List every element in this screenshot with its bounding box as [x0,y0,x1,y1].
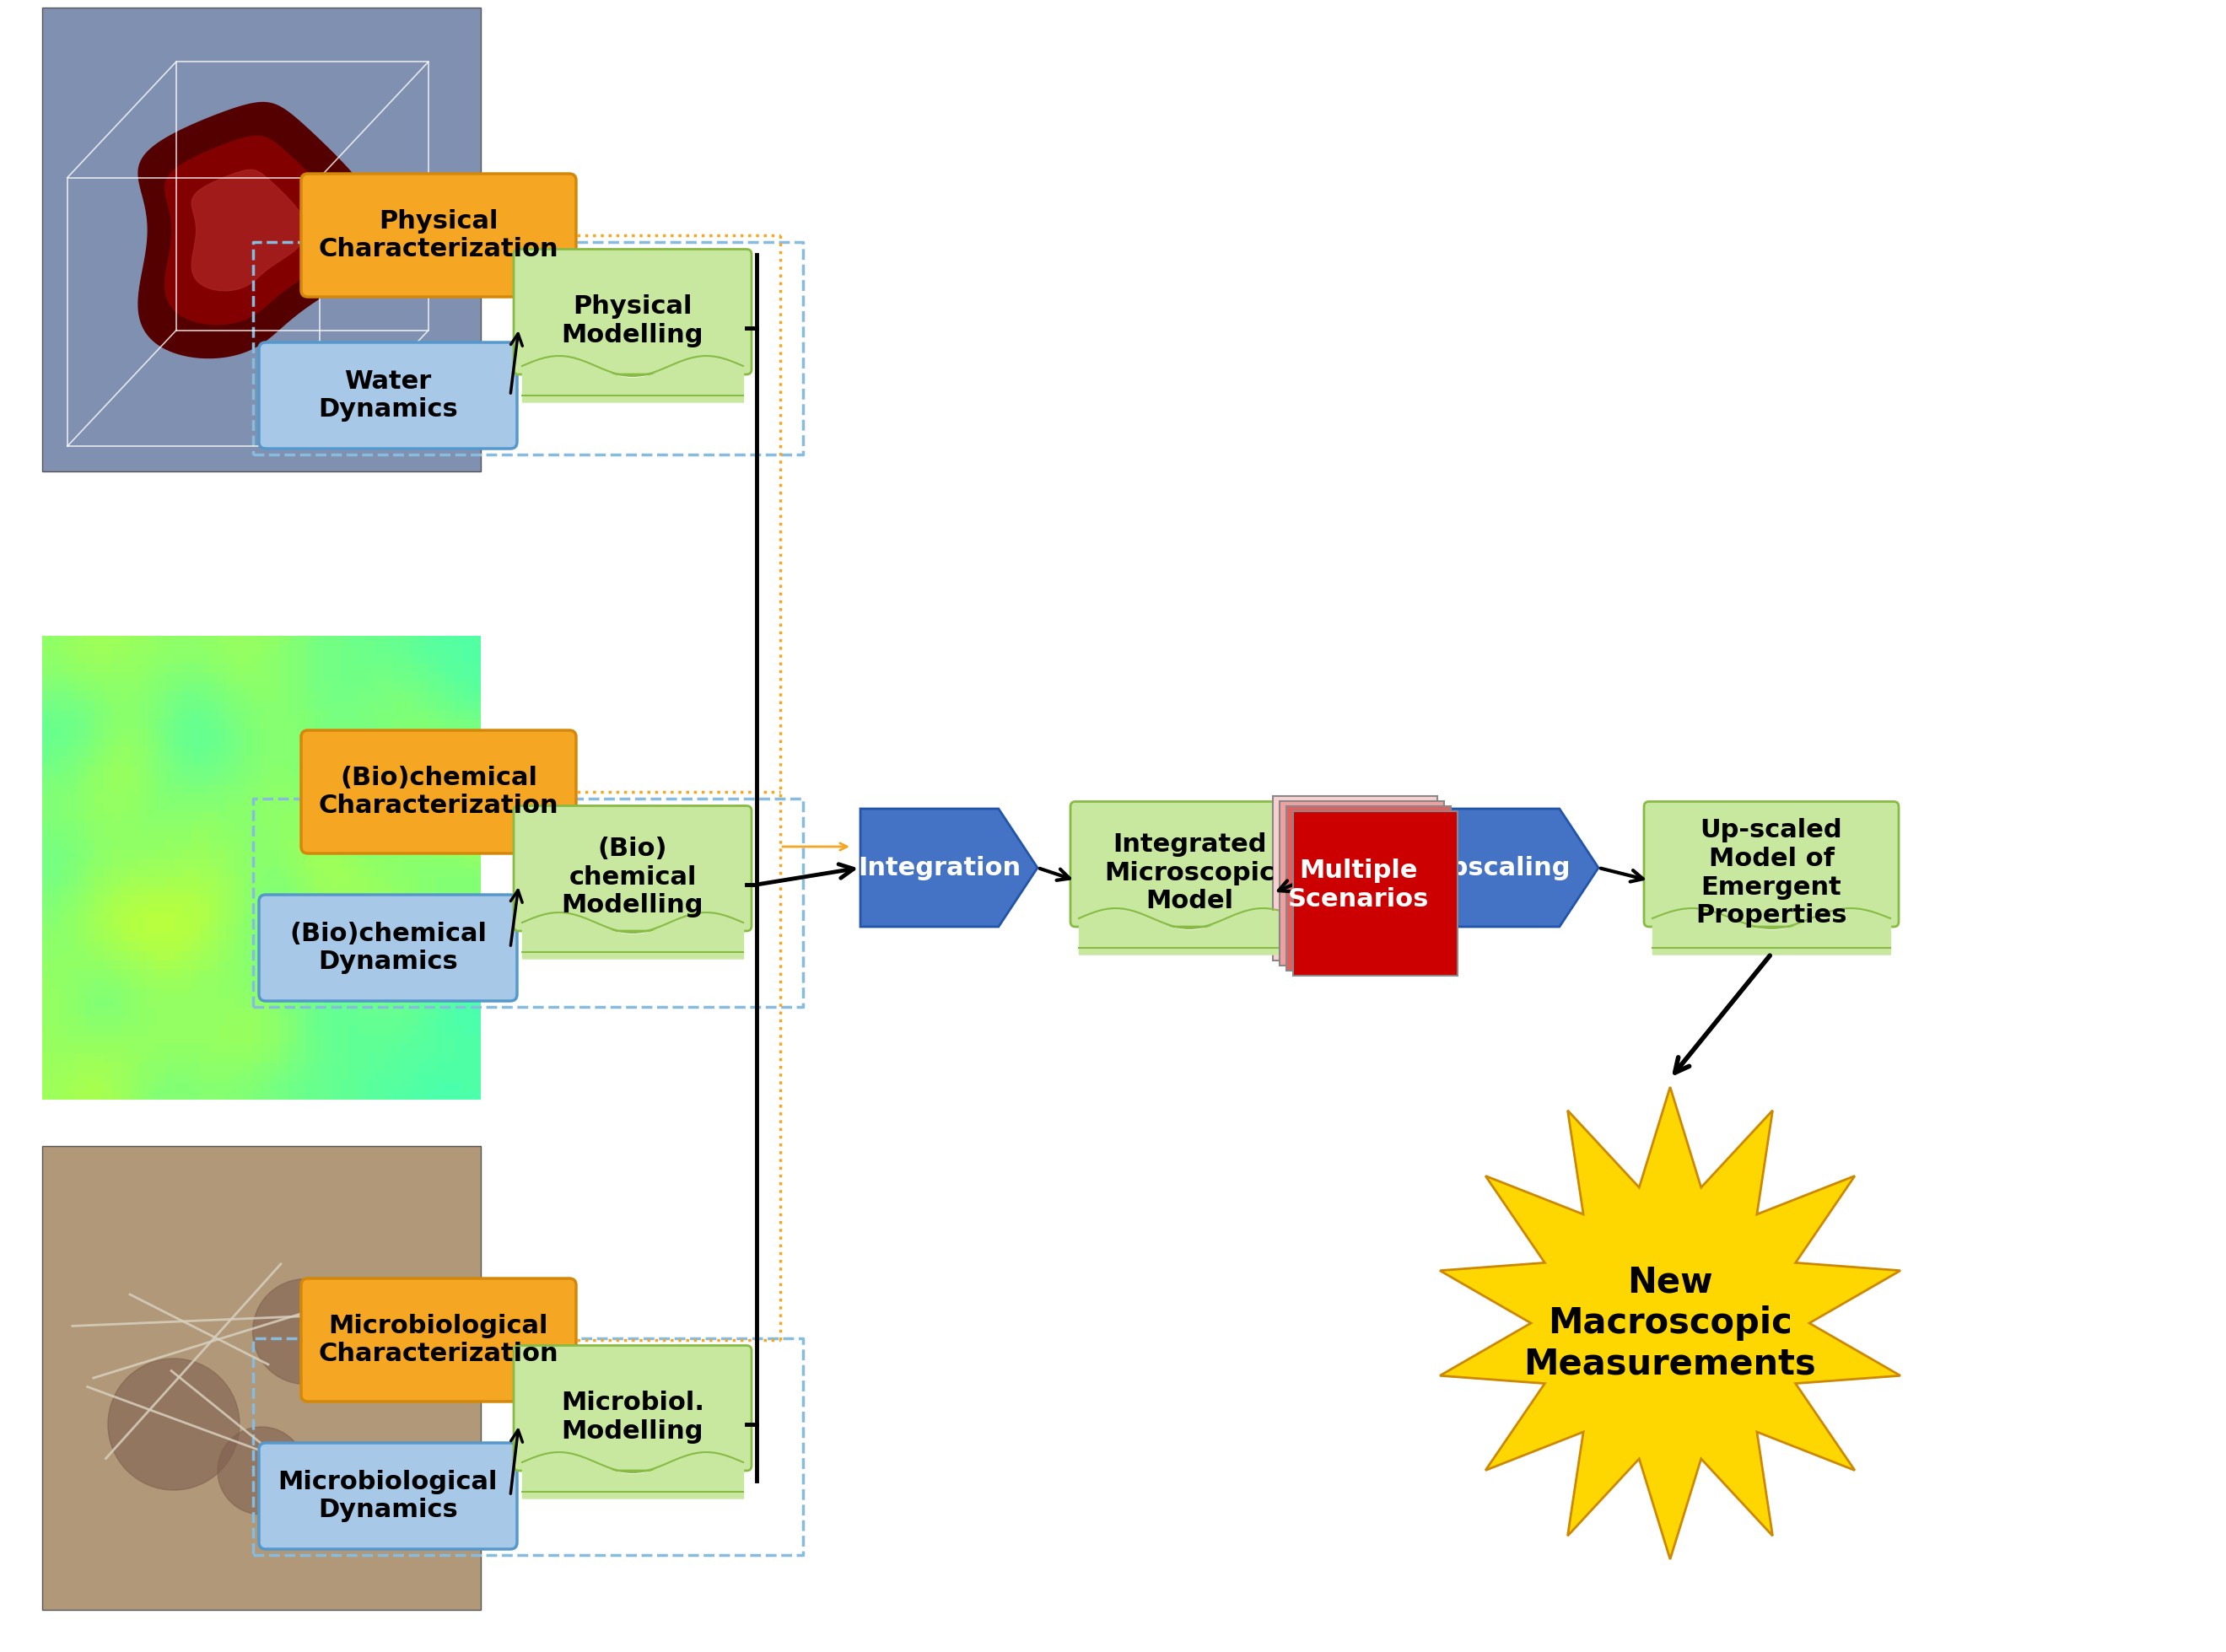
Text: Integrated
Microscopic
Model: Integrated Microscopic Model [1104,833,1275,914]
Polygon shape [191,170,307,291]
Bar [1293,811,1458,975]
FancyBboxPatch shape [301,173,577,297]
Text: New
Macroscopic
Measurements: New Macroscopic Measurements [1525,1264,1816,1381]
FancyBboxPatch shape [258,895,516,1001]
FancyBboxPatch shape [258,1442,516,1550]
Bar [1273,796,1438,960]
Polygon shape [861,809,1037,927]
Polygon shape [1420,809,1598,927]
Text: (Bio)
chemical
Modelling: (Bio) chemical Modelling [561,836,703,919]
Text: Physical
Modelling: Physical Modelling [561,294,703,347]
Text: Physical
Characterization: Physical Characterization [318,208,559,261]
Text: Microbiol.
Modelling: Microbiol. Modelling [561,1391,703,1444]
Circle shape [254,1279,358,1384]
FancyBboxPatch shape [301,1279,577,1401]
Text: Multiple
Scenarios: Multiple Scenarios [1289,859,1429,912]
FancyBboxPatch shape [301,730,577,854]
Bar [1280,801,1445,965]
FancyBboxPatch shape [514,806,752,932]
Text: Up-scaled
Model of
Emergent
Properties: Up-scaled Model of Emergent Properties [1696,818,1848,928]
Text: (Bio)chemical
Dynamics: (Bio)chemical Dynamics [289,922,487,975]
FancyBboxPatch shape [514,249,752,375]
FancyBboxPatch shape [258,342,516,449]
Polygon shape [165,135,345,324]
FancyBboxPatch shape [1645,801,1899,927]
Bar [42,8,481,471]
Text: Upscaling: Upscaling [1429,856,1572,881]
Text: Integration: Integration [857,856,1022,881]
Text: Microbiological
Characterization: Microbiological Characterization [318,1313,559,1366]
FancyBboxPatch shape [514,1345,752,1470]
Polygon shape [138,102,381,358]
Text: (Bio)chemical
Characterization: (Bio)chemical Characterization [318,765,559,818]
Circle shape [109,1358,240,1490]
Bar [1287,806,1451,970]
Polygon shape [1440,1087,1901,1559]
Text: Microbiological
Dynamics: Microbiological Dynamics [278,1470,499,1523]
Bar [42,1146,481,1609]
Circle shape [218,1427,305,1515]
FancyBboxPatch shape [1071,801,1309,927]
Text: Water
Dynamics: Water Dynamics [318,368,459,421]
